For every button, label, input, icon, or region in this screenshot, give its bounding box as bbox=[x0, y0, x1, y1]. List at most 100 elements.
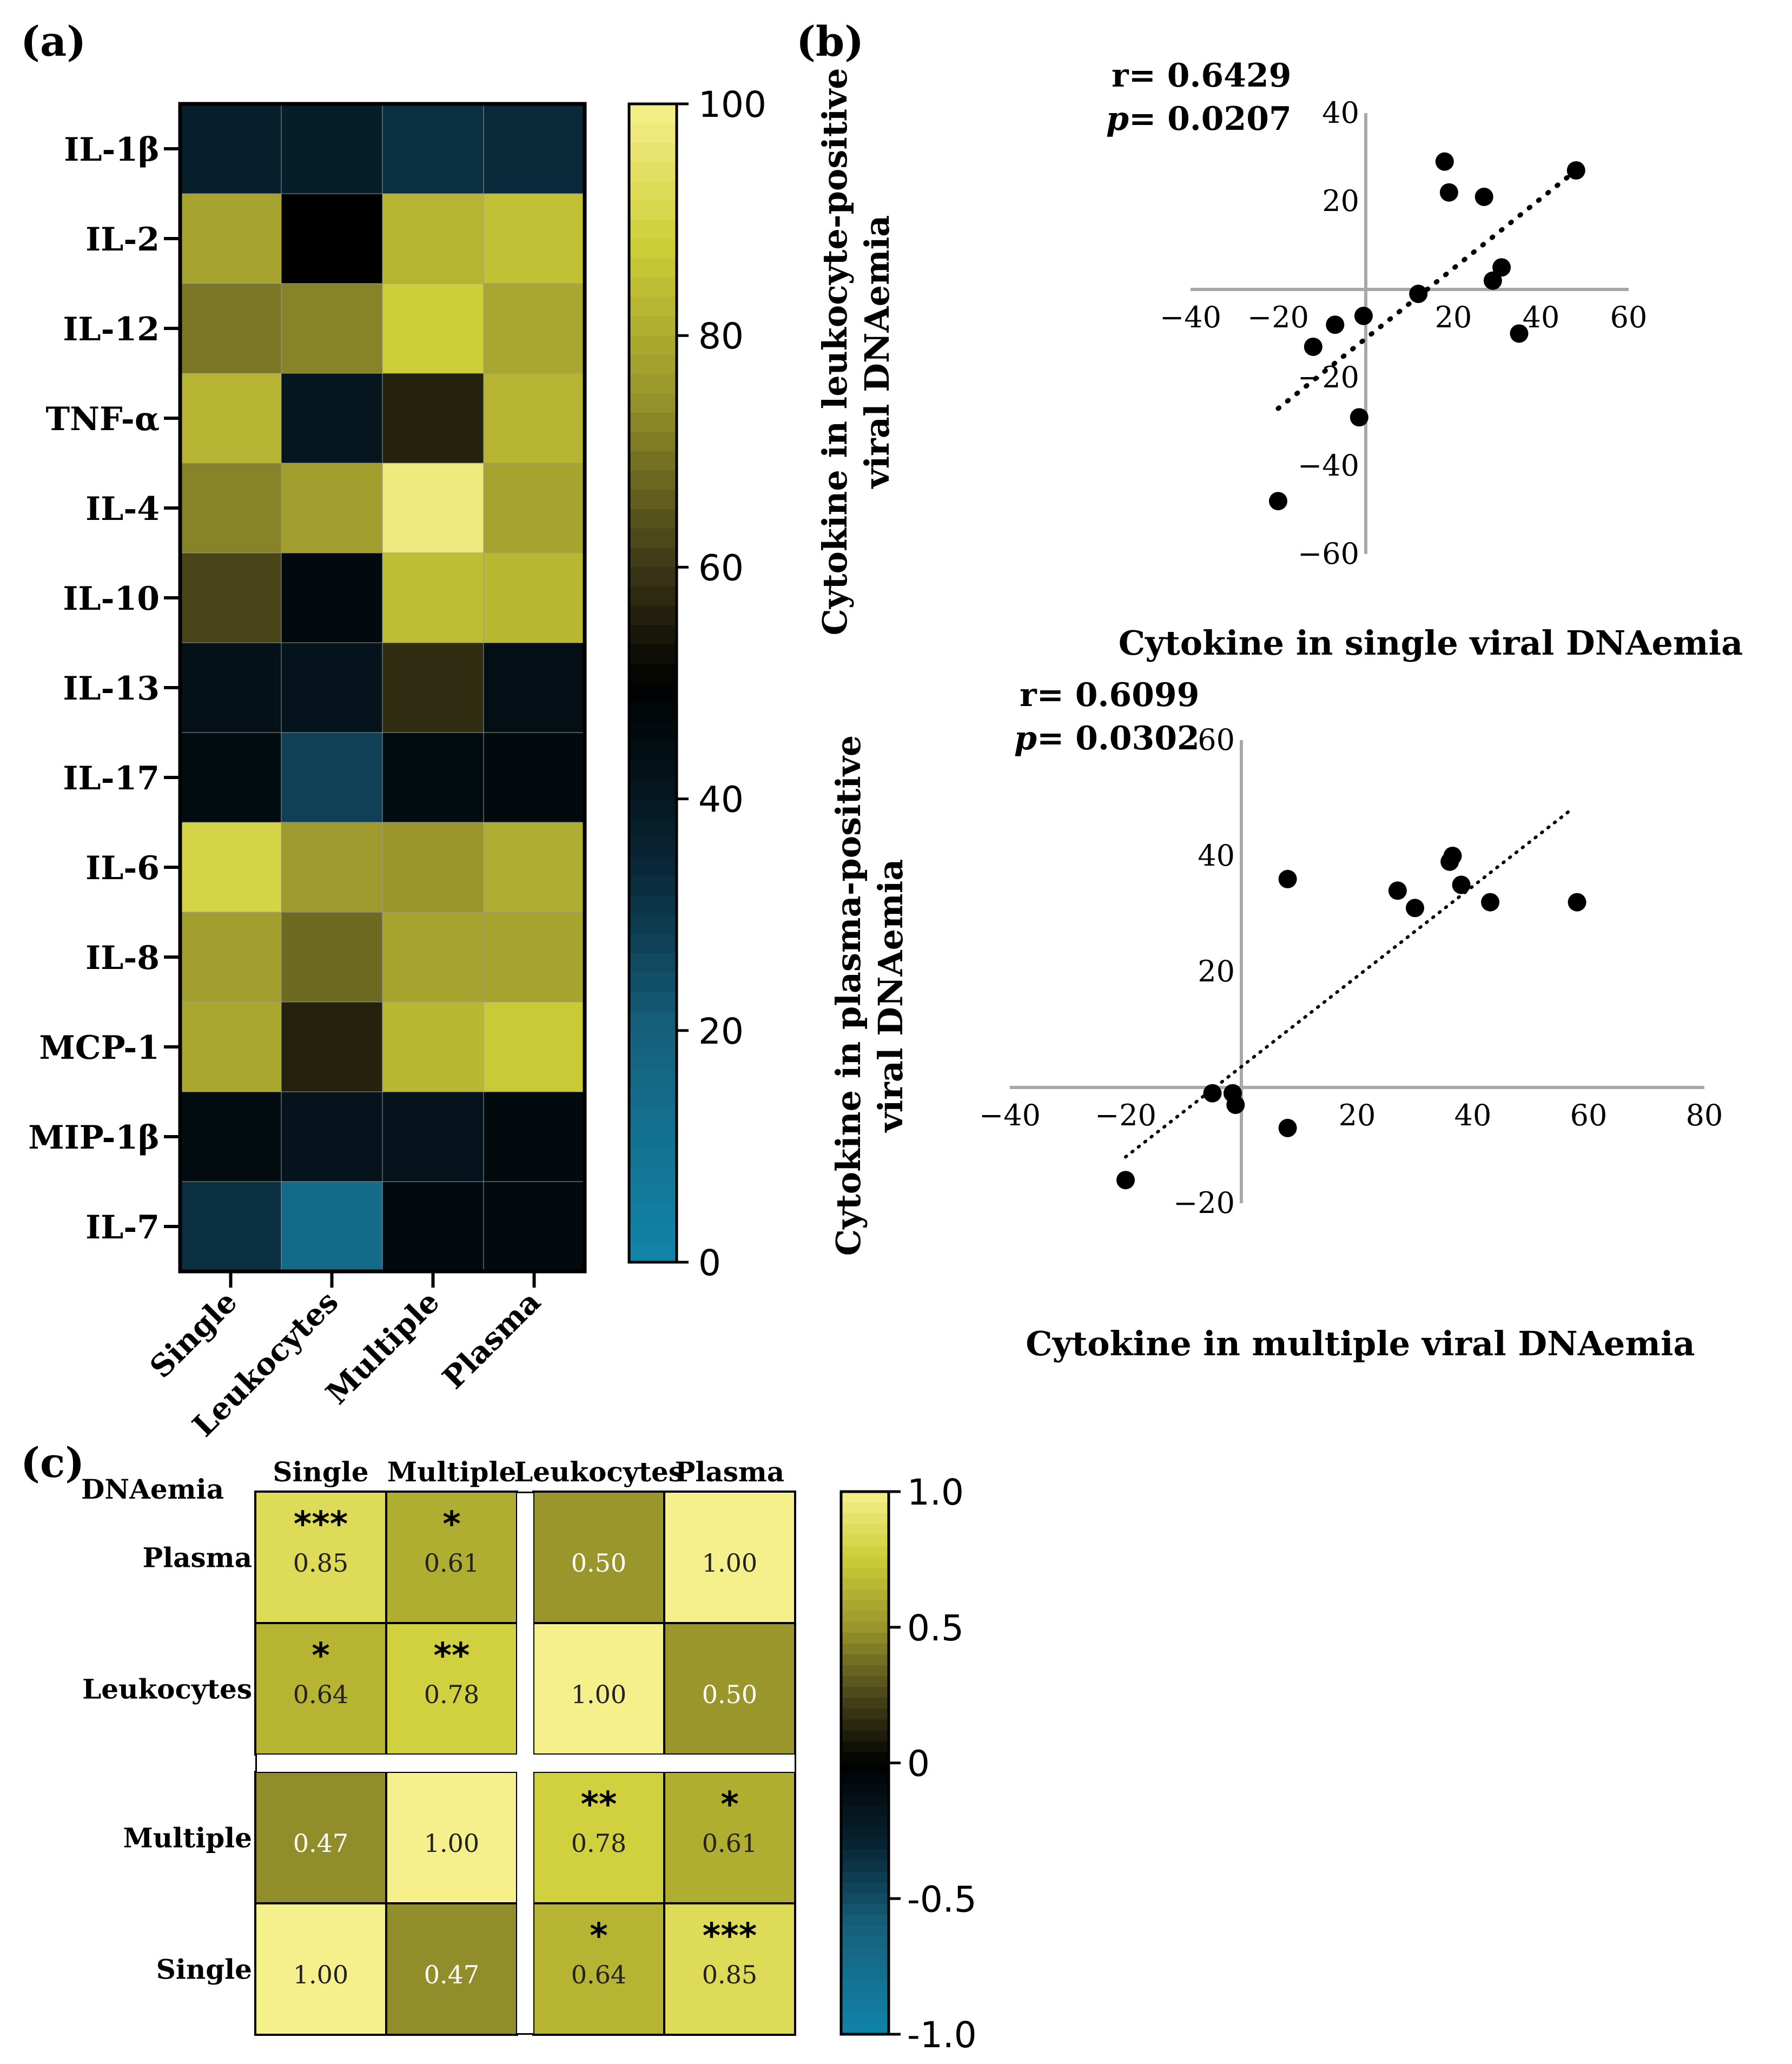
panel-label-a: (a) bbox=[21, 17, 86, 65]
colorbar-segment bbox=[629, 644, 677, 664]
colorbar-segment bbox=[841, 1936, 889, 1948]
heatmap-cell bbox=[180, 552, 282, 643]
colorbar-segment bbox=[841, 1719, 889, 1731]
data-point bbox=[1474, 187, 1493, 206]
heatmap-cell bbox=[382, 642, 484, 733]
matrix-cell bbox=[254, 1902, 387, 2036]
colorbar-segment bbox=[841, 1513, 889, 1525]
significance-stars: * bbox=[442, 1505, 460, 1545]
correlation-colorbar: -1.0 -0.5 0 0.5 1.0 bbox=[839, 1472, 977, 2056]
heatmap-cell bbox=[483, 1091, 585, 1182]
colorbar-segment bbox=[841, 1904, 889, 1916]
colorbar-segment bbox=[629, 181, 677, 201]
heatmap-cell bbox=[382, 1091, 484, 1182]
heatmap-cell bbox=[483, 193, 585, 284]
heatmap-cell bbox=[180, 283, 282, 374]
row-label: IL-2 bbox=[85, 221, 160, 259]
colorbar-segment bbox=[629, 451, 677, 471]
colorbar-segment bbox=[629, 432, 677, 452]
data-point bbox=[1278, 869, 1297, 888]
heatmap-cell bbox=[180, 193, 282, 284]
colorbar-segment bbox=[629, 1011, 677, 1031]
row-label: IL-4 bbox=[85, 490, 160, 528]
cell-value: 0.61 bbox=[424, 1548, 479, 1578]
heatmap-cell bbox=[281, 193, 383, 284]
colorbar-segment bbox=[629, 509, 677, 530]
panel-label-b: (b) bbox=[796, 17, 864, 65]
colorbar-segment bbox=[841, 2023, 889, 2035]
heatmap-cell bbox=[180, 732, 282, 823]
colorbar-segment bbox=[841, 1546, 889, 1558]
heatmap-cell bbox=[281, 1091, 383, 1182]
data-point bbox=[1304, 337, 1322, 356]
data-point bbox=[1452, 875, 1471, 894]
heatmap-cell bbox=[382, 463, 484, 553]
x-tick-label: −40 bbox=[1160, 300, 1221, 334]
heatmap-colorbar: 0 20 40 60 80 100 bbox=[627, 84, 766, 1284]
colorbar-segment bbox=[629, 1127, 677, 1147]
heatmap-cell bbox=[382, 552, 484, 643]
colorbar-segment bbox=[841, 1838, 889, 1850]
data-point bbox=[1278, 1118, 1297, 1137]
colorbar-segment bbox=[629, 1204, 677, 1224]
row-label: IL-7 bbox=[85, 1209, 160, 1247]
colorbar-segment bbox=[841, 1752, 889, 1764]
row-label: IL-6 bbox=[85, 849, 160, 887]
cell-value: 0.47 bbox=[424, 1960, 479, 1989]
heatmap-cell bbox=[281, 1181, 383, 1272]
matrix-row-label: Leukocytes bbox=[82, 1673, 252, 1705]
heatmap-cell bbox=[382, 822, 484, 913]
colorbar-tick-label: 60 bbox=[698, 547, 744, 589]
colorbar-segment bbox=[629, 239, 677, 259]
colorbar-tick-label: -0.5 bbox=[907, 1878, 977, 1920]
colorbar-segment bbox=[841, 1567, 889, 1579]
cell-value: 1.00 bbox=[424, 1829, 479, 1858]
y-tick-label: −40 bbox=[1298, 449, 1359, 483]
colorbar-segment bbox=[629, 605, 677, 626]
heatmap-cell bbox=[281, 283, 383, 374]
p-number: = 0.0207 bbox=[1129, 100, 1292, 138]
x-tick-label: 20 bbox=[1339, 1098, 1376, 1132]
heatmap-cell bbox=[483, 1181, 585, 1272]
colorbar-segment bbox=[841, 1969, 889, 1981]
y-axis-label: Cytokine in leukocyte-positive bbox=[815, 68, 855, 635]
heatmap-cell bbox=[483, 912, 585, 1003]
p-symbol: p bbox=[1106, 100, 1129, 138]
y-axis-label: viral DNAemia bbox=[857, 215, 897, 490]
matrix-row-label: Plasma bbox=[143, 1542, 252, 1574]
scatter-plasma-vs-multiple: −40 −20 20 40 60 80 60 40 20 −20 r= 0.6099 p= 0.030… bbox=[829, 676, 1723, 1363]
matrix-corner-label: DNAemia bbox=[81, 1473, 224, 1505]
colorbar-segment bbox=[841, 1730, 889, 1742]
colorbar-tick-label: 20 bbox=[698, 1011, 744, 1052]
y-tick-label: 40 bbox=[1198, 839, 1235, 873]
correlation-matrix: 0.85***0.61*0.50 1.000.64*0.78**1.00 0.500… bbox=[81, 1456, 796, 2036]
matrix-cell bbox=[532, 1491, 665, 1624]
colorbar-segment bbox=[629, 278, 677, 298]
colorbar-segment bbox=[841, 1600, 889, 1612]
y-tick-label: 40 bbox=[1322, 96, 1359, 130]
heatmap-cell bbox=[483, 103, 585, 194]
colorbar-segment bbox=[629, 548, 677, 568]
colorbar-segment bbox=[841, 1795, 889, 1807]
row-label: MIP-1β bbox=[28, 1119, 160, 1157]
colorbar-tick-label: 0.5 bbox=[907, 1607, 964, 1649]
colorbar-segment bbox=[629, 374, 677, 394]
cell-value: 0.85 bbox=[293, 1548, 348, 1578]
cell-value: 1.00 bbox=[702, 1548, 757, 1578]
heatmap-cell bbox=[382, 103, 484, 194]
x-tick-label: 20 bbox=[1435, 300, 1472, 334]
colorbar-segment bbox=[629, 162, 677, 182]
colorbar-segment bbox=[629, 934, 677, 954]
heatmap-cell bbox=[281, 552, 383, 643]
colorbar-segment bbox=[629, 837, 677, 858]
heatmap-cell bbox=[281, 463, 383, 553]
x-axis-label: Cytokine in single viral DNAemia bbox=[1119, 623, 1743, 663]
significance-stars: ** bbox=[434, 1636, 470, 1676]
data-point bbox=[1409, 285, 1428, 304]
colorbar-segment bbox=[841, 1980, 889, 1992]
colorbar-segment bbox=[841, 1882, 889, 1894]
colorbar-segment bbox=[629, 876, 677, 896]
cell-value: 0.64 bbox=[293, 1680, 348, 1709]
data-point bbox=[1406, 899, 1424, 918]
colorbar-segment bbox=[841, 1578, 889, 1590]
